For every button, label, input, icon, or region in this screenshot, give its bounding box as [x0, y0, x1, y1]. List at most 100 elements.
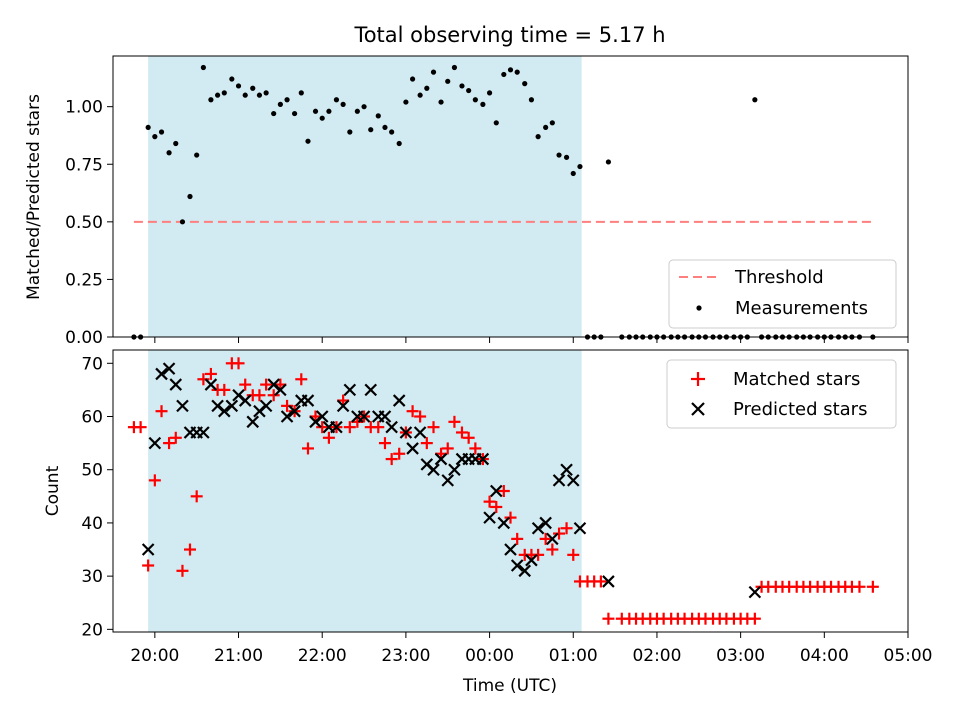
measurement-point — [145, 124, 151, 131]
predicted-point — [148, 436, 162, 450]
measurement-point — [194, 152, 200, 158]
bottom-y-tick-label: 50 — [81, 461, 103, 481]
matched-point — [378, 437, 391, 450]
matched-point — [183, 543, 196, 556]
predicted-point — [748, 585, 762, 599]
predicted-point — [225, 399, 239, 413]
predicted-point — [413, 426, 427, 439]
top-y-axis: 0.00 0.25 0.50 0.75 1.00 — [65, 98, 113, 348]
matched-point — [546, 543, 559, 556]
bottom-shaded-region — [148, 350, 582, 632]
top-y-tick-label: 0.75 — [65, 155, 103, 175]
measurement-point — [403, 99, 409, 105]
measurement-point — [486, 90, 493, 96]
matched-point — [343, 421, 356, 434]
predicted-point — [510, 559, 524, 572]
measurement-point — [158, 129, 165, 135]
measurement-point — [347, 129, 353, 135]
predicted-point — [141, 543, 155, 556]
measurement-point — [543, 124, 549, 131]
matched-point — [853, 580, 866, 593]
matched-point — [483, 495, 496, 508]
predicted-point — [531, 521, 545, 535]
x-axis-label: Time (UTC) — [462, 676, 557, 696]
matched-point — [232, 357, 245, 370]
x-tick-label: 01:00 — [549, 646, 598, 666]
bottom-y-tick-label: 60 — [81, 408, 103, 428]
measurement-point — [556, 152, 562, 158]
matched-point — [504, 511, 517, 524]
matched-point — [427, 421, 440, 434]
matched-point — [148, 474, 161, 487]
bottom-y-tick-label: 30 — [81, 567, 103, 587]
top-y-axis-label: Matched/Predicted stars — [24, 94, 44, 300]
predicted-point — [525, 553, 538, 567]
matched-point — [602, 612, 615, 625]
predicted-point — [343, 383, 357, 397]
predicted-point — [155, 367, 168, 381]
matched-point — [316, 421, 329, 434]
measurement-point — [250, 85, 256, 91]
top-y-tick-label: 0.00 — [65, 328, 103, 348]
measurement-point — [501, 71, 507, 78]
measurement-points — [131, 64, 876, 340]
x-tick-label: 00:00 — [465, 646, 514, 666]
matched-point — [553, 527, 566, 540]
x-tick-label: 04:00 — [800, 646, 849, 666]
bottom-panel: 20 30 40 50 60 70 20:00 21:00 22:00 23:00 00:00 01… — [43, 349, 933, 696]
measurement-point — [417, 92, 423, 98]
measurement-point — [563, 154, 570, 160]
measurement-point — [577, 163, 583, 170]
measurement-point — [305, 138, 311, 144]
matched-point — [441, 442, 454, 455]
legend-predicted-label: Predicted stars — [733, 399, 867, 420]
measurement-point — [472, 97, 478, 103]
matched-point — [190, 490, 203, 503]
measurement-point — [326, 108, 332, 114]
matched-point — [594, 575, 607, 588]
measurement-point — [605, 159, 612, 165]
predicted-point — [301, 394, 315, 407]
measurement-point — [284, 97, 290, 103]
matched-point — [260, 378, 273, 391]
predicted-point — [162, 362, 176, 375]
predicted-point — [204, 378, 218, 391]
predicted-point — [364, 383, 378, 397]
measurement-point — [242, 92, 248, 98]
predicted-point — [288, 404, 301, 418]
measurement-point — [208, 97, 214, 103]
measurement-point — [430, 69, 437, 75]
measurement-point — [438, 99, 444, 105]
predicted-point — [497, 516, 511, 530]
x-tick-label: 02:00 — [632, 646, 681, 666]
matched-point — [511, 532, 524, 545]
predicted-points — [141, 362, 762, 599]
predicted-point — [280, 410, 294, 423]
measurement-point — [215, 92, 221, 98]
predicted-point — [169, 378, 183, 391]
predicted-point — [218, 404, 231, 418]
predicted-point — [336, 399, 350, 413]
x-tick-label: 05:00 — [884, 646, 933, 666]
measurement-point — [263, 90, 269, 96]
predicted-point — [566, 474, 580, 487]
measurement-point — [375, 113, 381, 119]
matched-point — [142, 559, 155, 572]
measurement-point — [291, 110, 298, 117]
measurement-point — [200, 64, 206, 71]
predicted-point — [539, 516, 552, 530]
matched-point — [748, 612, 761, 625]
matched-point — [239, 378, 252, 391]
measurement-point — [466, 87, 472, 94]
measurement-point — [256, 92, 263, 98]
measurement-point — [354, 108, 360, 114]
predicted-point — [274, 383, 287, 397]
chart-title: Total observing time = 5.17 h — [353, 23, 665, 47]
matched-point — [490, 500, 503, 513]
predicted-point — [378, 410, 392, 423]
measurement-point — [493, 120, 499, 126]
legend-matched-label: Matched stars — [733, 369, 860, 390]
predicted-point — [406, 442, 419, 455]
predicted-point — [573, 521, 587, 535]
x-tick-label: 03:00 — [716, 646, 765, 666]
